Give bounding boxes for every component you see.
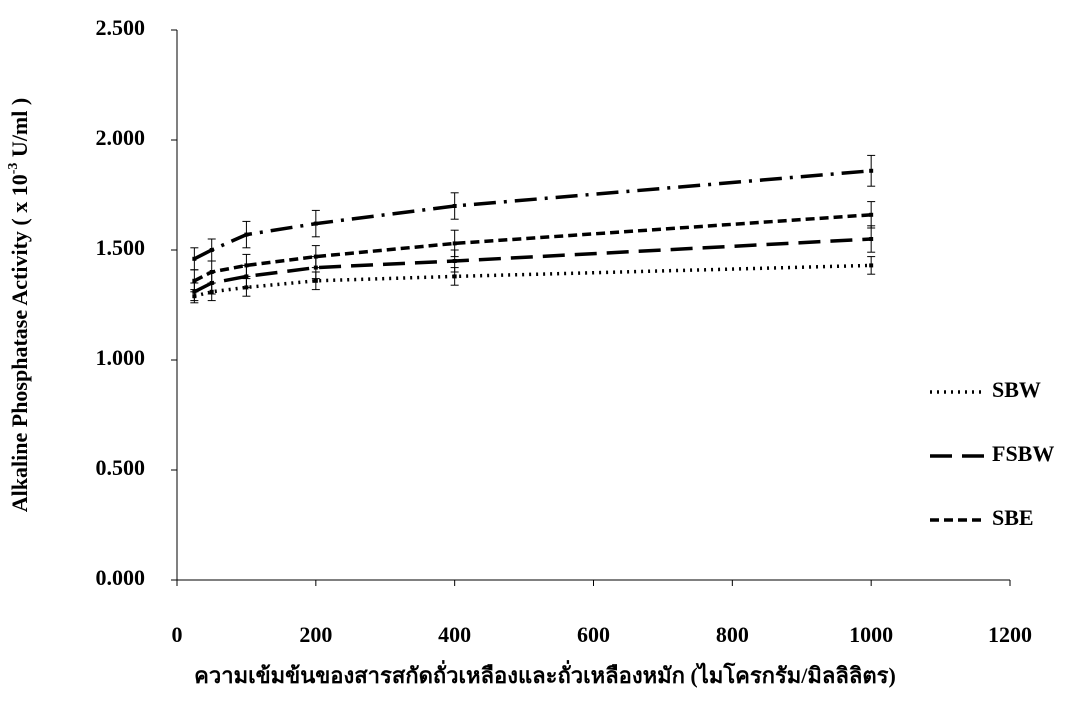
series-line bbox=[193, 169, 872, 261]
y-axis-label: Alkaline Phosphatase Activity ( x 10-3 U… bbox=[6, 98, 32, 512]
y-tick-label: 1.500 bbox=[96, 235, 146, 260]
series-line bbox=[193, 237, 872, 294]
point bbox=[244, 232, 249, 237]
point bbox=[869, 212, 874, 217]
point bbox=[869, 168, 874, 173]
x-tick-label: 1000 bbox=[849, 622, 893, 647]
x-tick-label: 1200 bbox=[988, 622, 1032, 647]
legend-label: SBE bbox=[992, 505, 1034, 530]
point bbox=[869, 237, 874, 241]
legend-label: SBW bbox=[992, 377, 1041, 402]
point bbox=[209, 248, 214, 252]
x-tick-label: 400 bbox=[438, 622, 471, 647]
y-label-sup: -3 bbox=[6, 163, 21, 175]
point bbox=[452, 241, 457, 246]
point bbox=[192, 256, 197, 261]
point bbox=[209, 270, 214, 274]
y-tick-label: 0.000 bbox=[96, 565, 146, 590]
point bbox=[313, 254, 318, 259]
point bbox=[244, 263, 249, 268]
legend-label: FSBW bbox=[992, 441, 1054, 466]
y-tick-label: 0.500 bbox=[96, 455, 146, 480]
point bbox=[452, 204, 457, 208]
y-label-main: Alkaline Phosphatase Activity ( x 10 bbox=[7, 174, 32, 512]
x-tick-label: 600 bbox=[577, 622, 610, 647]
point bbox=[452, 259, 457, 263]
x-tick-label: 200 bbox=[299, 622, 332, 647]
y-tick-label: 1.000 bbox=[96, 345, 146, 370]
point bbox=[192, 278, 197, 283]
series-line bbox=[193, 263, 872, 298]
x-tick-label: 0 bbox=[172, 622, 183, 647]
y-tick-label: 2.500 bbox=[96, 15, 146, 40]
series-line bbox=[193, 213, 872, 283]
x-axis-label: ความเข้มข้นของสารสกัดถั่วเหลืองและถั่วเห… bbox=[194, 659, 896, 688]
point bbox=[313, 278, 318, 283]
y-tick-label: 2.000 bbox=[96, 125, 146, 150]
point bbox=[452, 274, 457, 279]
x-tick-label: 800 bbox=[716, 622, 749, 647]
point bbox=[869, 263, 874, 268]
point bbox=[313, 221, 318, 226]
y-label-end: U/ml ) bbox=[7, 98, 32, 163]
